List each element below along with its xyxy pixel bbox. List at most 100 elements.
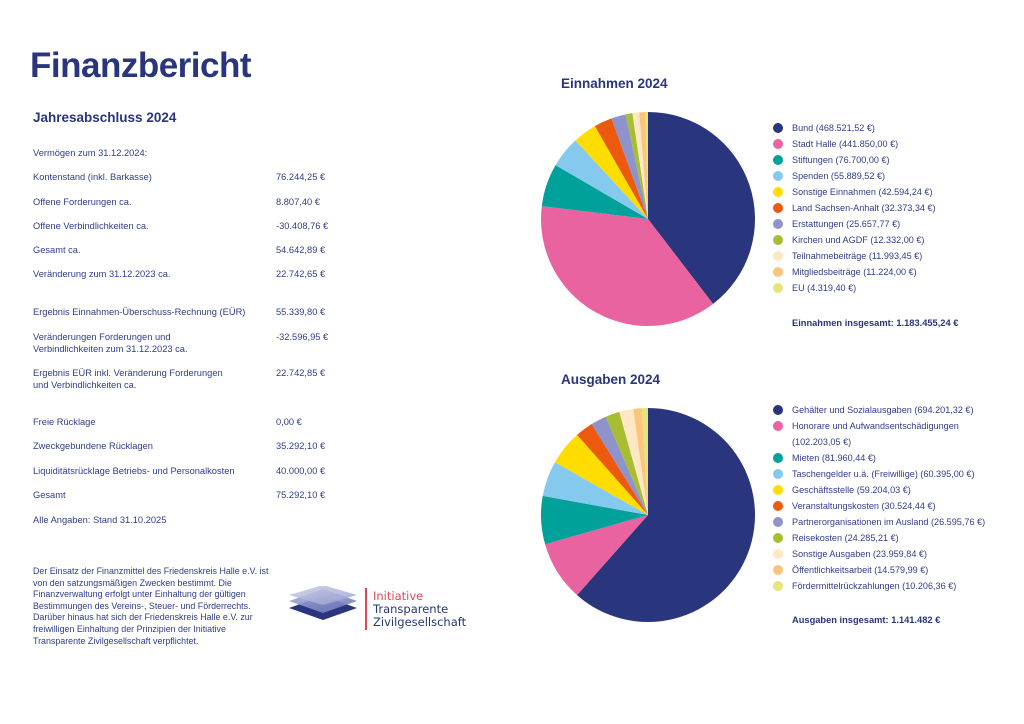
statement-row-label: Zweckgebundene Rücklagen	[33, 441, 153, 451]
legend-label: Sonstige Ausgaben (23.959,84 €)	[792, 549, 927, 559]
legend-label: Taschengelder u.ä. (Freiwillige) (60.395…	[792, 469, 975, 479]
logo-divider	[365, 588, 367, 630]
legend-label: Teilnahmebeiträge (11.993,45 €)	[792, 251, 923, 261]
legend-item-mitgliedsbeitraege: Mitgliedsbeiträge (11.224,00 €)	[773, 264, 936, 280]
statement-row-label-line1: Veränderungen Forderungen und	[33, 332, 171, 342]
legend-label: Bund (468.521,52 €)	[792, 123, 875, 133]
legend-label: Öffentlichkeitsarbeit (14.579,99 €)	[792, 565, 929, 575]
legend-item-veranstaltungskosten: Veranstaltungskosten (30.524,44 €)	[773, 498, 992, 514]
legend-item-foerdermittelrueckzahlungen: Fördermittelrückzahlungen (10.206,36 €)	[773, 578, 992, 594]
logo-wordmark: Initiative Transparente Zivilgesellschaf…	[373, 590, 466, 629]
statement-row-label: Gesamt ca.	[33, 245, 81, 255]
statement-row-value: 22.742,65 €	[276, 269, 326, 279]
legend-color-dot-icon	[773, 251, 783, 261]
pie-slice-spenden	[555, 140, 648, 219]
legend-item-stadt-halle: Stadt Halle (441.850,00 €)	[773, 136, 936, 152]
legend-label: Land Sachsen-Anhalt (32.373,34 €)	[792, 203, 936, 213]
statement-row-label-line2: Verbindlichkeiten zum 31.12.2023 ca.	[33, 344, 188, 354]
legend-color-dot-icon	[773, 549, 783, 559]
report-subtitle: Jahresabschluss 2024	[33, 110, 177, 125]
legend-item-stiftungen: Stiftungen (76.700,00 €)	[773, 152, 936, 168]
legend-item-sonstige-ausgaben: Sonstige Ausgaben (23.959,84 €)	[773, 546, 992, 562]
legend-color-dot-icon	[773, 187, 783, 197]
statement-row-label: Veränderung zum 31.12.2023 ca.	[33, 269, 171, 279]
income-legend: Bund (468.521,52 €) Stadt Halle (441.850,…	[773, 120, 936, 296]
statement-row-value: 55.339,80 €	[276, 307, 326, 317]
legend-label: Spenden (55.889,52 €)	[792, 171, 886, 181]
legend-label: EU (4.319,40 €)	[792, 283, 857, 293]
legend-item-spenden: Spenden (55.889,52 €)	[773, 168, 936, 184]
statement-row-value: -30.408,76 €	[276, 221, 329, 231]
legend-item-eu: EU (4.319,40 €)	[773, 280, 936, 296]
statement-row-value: 22.742,85 €	[276, 368, 326, 378]
statement-row-value: 0,00 €	[276, 417, 302, 427]
logo-line-3: Zivilgesellschaft	[373, 615, 467, 629]
legend-color-dot-icon	[773, 501, 783, 511]
legend-label: Stadt Halle (441.850,00 €)	[792, 139, 899, 149]
legend-color-dot-icon	[773, 485, 783, 495]
pie-slice-erstattungen	[611, 114, 648, 219]
expense-chart-title: Ausgaben 2024	[561, 372, 661, 387]
statement-footnote: Alle Angaben: Stand 31.10.2025	[33, 515, 167, 525]
legend-label: Fördermittelrückzahlungen (10.206,36 €)	[792, 581, 957, 591]
income-pie-chart	[541, 112, 755, 326]
legend-item-geschaeftsstelle: Geschäftsstelle (59.204,03 €)	[773, 482, 992, 498]
disclaimer-text: Der Einsatz der Finanzmittel des Frieden…	[33, 566, 269, 646]
legend-color-dot-icon	[773, 267, 783, 277]
income-chart-title: Einnahmen 2024	[561, 76, 668, 91]
legend-item-mieten: Mieten (81.960,44 €)	[773, 450, 992, 466]
statement-row-label: Offene Forderungen ca.	[33, 197, 132, 207]
pie-slice-teilnahmebeitraege	[632, 112, 648, 219]
pie-slice-bund	[648, 112, 755, 304]
legend-color-dot-icon	[773, 533, 783, 543]
legend-item-teilnahmebeitraege: Teilnahmebeiträge (11.993,45 €)	[773, 248, 936, 264]
pie-slice-geschaeftsstelle	[554, 434, 648, 515]
statement-row-value: 35.292,10 €	[276, 441, 326, 451]
pie-slice-taschengelder-u-ae-freiwillige	[542, 462, 648, 515]
legend-label: Sonstige Einnahmen (42.594,24 €)	[792, 187, 933, 197]
legend-label: Stiftungen (76.700,00 €)	[792, 155, 890, 165]
legend-item-kirchen-und-agdf: Kirchen und AGDF (12.332,00 €)	[773, 232, 936, 248]
statement-row-value: 75.292,10 €	[276, 490, 326, 500]
legend-color-dot-icon	[773, 139, 783, 149]
legend-label: Veranstaltungskosten (30.524,44 €)	[792, 501, 936, 511]
section-label: Vermögen zum 31.12.2024:	[33, 148, 148, 158]
statement-row-label: Offene Verbindlichkeiten ca.	[33, 221, 149, 231]
legend-item-reisekosten: Reisekosten (24.285,21 €)	[773, 530, 992, 546]
legend-item-land-sachsen-anhalt: Land Sachsen-Anhalt (32.373,34 €)	[773, 200, 936, 216]
legend-color-dot-icon	[773, 219, 783, 229]
legend-color-dot-icon	[773, 405, 783, 415]
logo-line-2: Transparente	[373, 602, 449, 616]
legend-color-dot-icon	[773, 283, 783, 293]
legend-label: Gehälter und Sozialausgaben (694.201,32 …	[792, 405, 974, 415]
stacked-layers-icon	[287, 585, 359, 639]
pie-slice-kirchen-und-agdf	[625, 113, 648, 219]
legend-item-bund: Bund (468.521,52 €)	[773, 120, 936, 136]
legend-label: Mitgliedsbeiträge (11.224,00 €)	[792, 267, 917, 277]
expense-pie-chart	[541, 408, 755, 622]
page-title: Finanzbericht	[30, 46, 252, 85]
statement-row-value: 76.244,25 €	[276, 172, 326, 182]
legend-color-dot-icon	[773, 235, 783, 245]
income-total: Einnahmen insgesamt: 1.183.455,24 €	[792, 318, 959, 328]
expense-legend: Gehälter und Sozialausgaben (694.201,32 …	[773, 402, 992, 594]
pie-slice-partnerorganisationen-im-ausland	[591, 416, 648, 515]
logo-line-1: Initiative	[373, 589, 424, 603]
legend-item-oeffentlichkeitsarbeit: Öffentlichkeitsarbeit (14.579,99 €)	[773, 562, 992, 578]
statement-row-label: Liquiditätsrücklage Betriebs- und Person…	[33, 466, 235, 476]
legend-item-sonstige-einnahmen: Sonstige Einnahmen (42.594,24 €)	[773, 184, 936, 200]
legend-color-dot-icon	[773, 469, 783, 479]
legend-color-dot-icon	[773, 453, 783, 463]
pie-slice-gehaelter-und-sozialausgaben	[577, 408, 755, 622]
pie-slice-honorare-und-aufwandsentschaedigungen	[545, 515, 648, 596]
legend-color-dot-icon	[773, 171, 783, 181]
legend-color-dot-icon	[773, 565, 783, 575]
legend-color-dot-icon	[773, 155, 783, 165]
legend-label: Kirchen und AGDF (12.332,00 €)	[792, 235, 925, 245]
pie-slice-sonstige-ausgaben	[619, 409, 648, 515]
pie-slice-oeffentlichkeitsarbeit	[633, 408, 648, 515]
pie-slice-eu	[645, 112, 648, 219]
legend-label: Mieten (81.960,44 €)	[792, 453, 876, 463]
statement-row-label: Freie Rücklage	[33, 417, 96, 427]
legend-item-erstattungen: Erstattungen (25.657,77 €)	[773, 216, 936, 232]
